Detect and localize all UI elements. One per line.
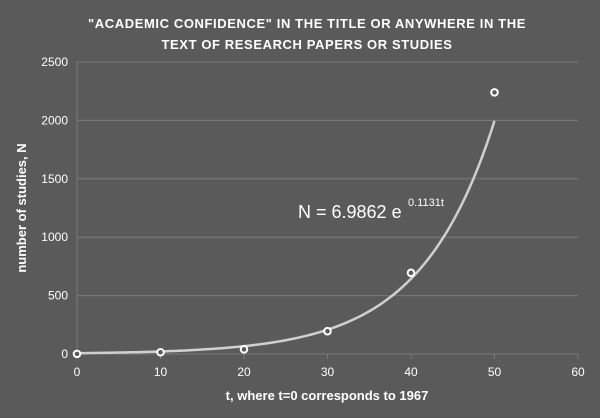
equation-exponent: 0.1131t: [408, 197, 444, 209]
x-tick-label: 20: [237, 365, 251, 379]
data-point: [239, 345, 249, 354]
x-tick-label: 30: [321, 365, 335, 379]
x-tick-labels: 0 10 20 30 40 50 60: [74, 365, 585, 379]
gridlines: [77, 61, 578, 297]
y-tick-label: 500: [48, 289, 68, 303]
data-point: [156, 347, 165, 357]
x-tick-label: 40: [404, 365, 418, 379]
x-tick-label: 0: [74, 365, 81, 379]
x-tick-label: 50: [488, 365, 502, 379]
trendline: [76, 120, 496, 355]
y-tick-label: 0: [61, 347, 68, 361]
y-axis-label: number of studies, N: [14, 143, 29, 272]
y-tick-label: 1500: [41, 172, 68, 186]
x-tick-label: 60: [571, 365, 585, 379]
x-axis-label: t, where t=0 corresponds to 1967: [226, 388, 429, 403]
data-point: [490, 88, 499, 97]
chart-title-line-1: "ACADEMIC CONFIDENCE" IN THE TITLE OR AN…: [88, 16, 526, 31]
data-point: [406, 268, 416, 278]
equation-label: N = 6.9862 e: [298, 202, 402, 222]
y-tick-labels: 0 500 1000 1500 2000 2500: [41, 55, 68, 361]
y-tick-label: 1000: [41, 230, 68, 244]
chart-title-line-2: TEXT OF RESEARCH PAPERS OR STUDIES: [161, 37, 452, 52]
x-tick-label: 10: [154, 365, 168, 379]
y-tick-label: 2500: [41, 55, 68, 69]
data-point: [72, 349, 82, 359]
data-points: [72, 88, 499, 359]
y-tick-label: 2000: [41, 113, 68, 127]
data-point: [323, 326, 332, 336]
